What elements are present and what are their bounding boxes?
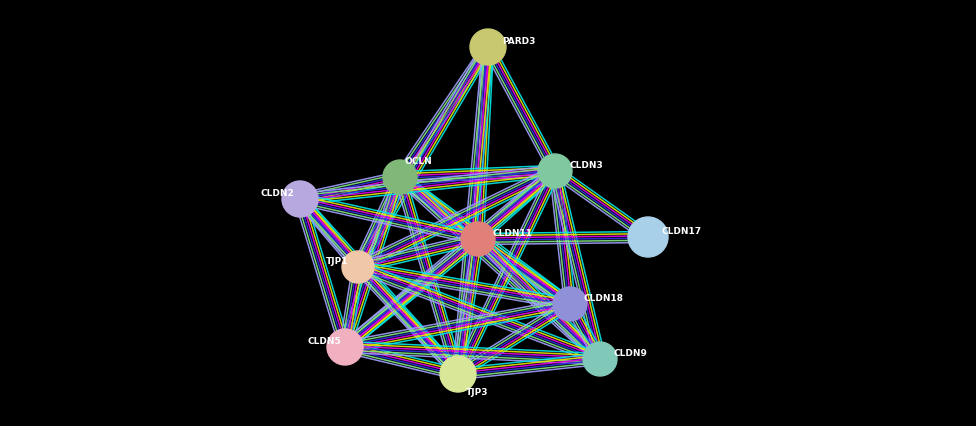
Text: CLDN17: CLDN17 — [662, 227, 702, 236]
Circle shape — [440, 356, 476, 392]
Circle shape — [327, 329, 363, 365]
Text: CLDN11: CLDN11 — [492, 229, 532, 238]
Circle shape — [470, 30, 506, 66]
Circle shape — [538, 155, 572, 189]
Text: CLDN2: CLDN2 — [260, 189, 294, 198]
Text: CLDN18: CLDN18 — [584, 294, 624, 303]
Text: TJP1: TJP1 — [326, 257, 348, 266]
Text: CLDN5: CLDN5 — [307, 337, 341, 345]
Circle shape — [628, 218, 668, 257]
Circle shape — [383, 161, 417, 195]
Text: CLDN9: CLDN9 — [614, 349, 648, 358]
Text: PARD3: PARD3 — [502, 37, 536, 46]
Text: OCLN: OCLN — [404, 157, 431, 166]
Text: TJP3: TJP3 — [466, 388, 489, 397]
Circle shape — [583, 342, 617, 376]
Circle shape — [461, 222, 495, 256]
Circle shape — [553, 287, 587, 321]
Circle shape — [282, 181, 318, 218]
Circle shape — [342, 251, 374, 283]
Text: CLDN3: CLDN3 — [569, 161, 603, 170]
